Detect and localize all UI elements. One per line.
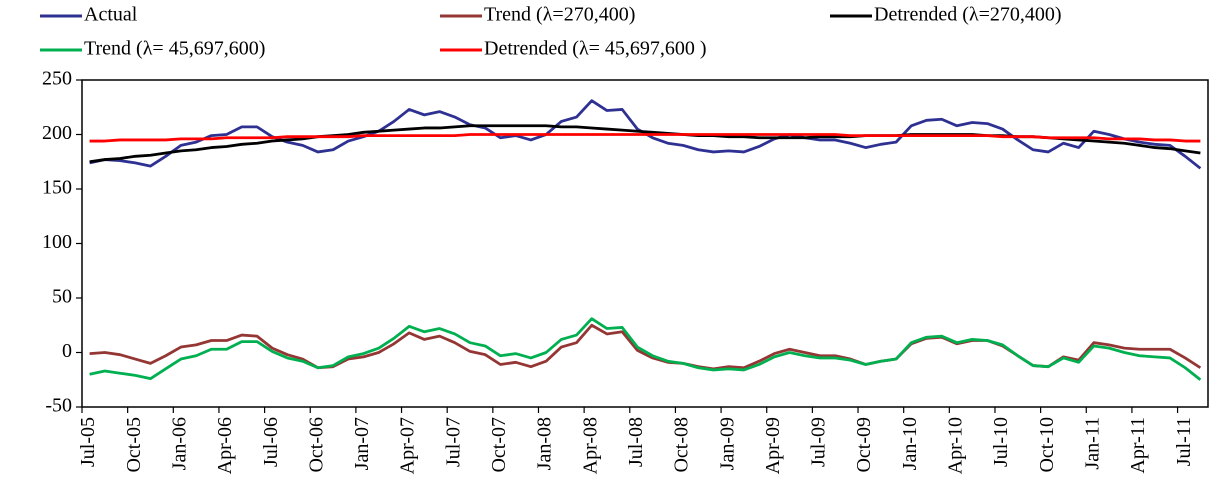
x-tick-label: Apr-09	[762, 417, 784, 474]
legend-label: Trend (λ=270,400)	[484, 4, 635, 26]
y-tick-label: 150	[42, 177, 72, 199]
x-tick-label: Jan-07	[351, 417, 373, 470]
x-tick-label: Oct-10	[1036, 417, 1058, 473]
x-tick-label: Oct-05	[123, 417, 145, 473]
x-tick-label: Jul-07	[442, 417, 464, 467]
legend-label: Detrended (λ=270,400)	[874, 4, 1062, 26]
y-tick-label: 200	[42, 122, 72, 144]
series-line	[89, 317, 1202, 381]
x-tick-label: Jul-09	[808, 417, 830, 467]
series-line	[89, 124, 1201, 164]
x-tick-label: Jan-09	[716, 417, 738, 470]
y-tick-label: 250	[42, 68, 72, 90]
legend-label: Detrended (λ= 45,697,600 )	[484, 38, 707, 60]
y-tick-label: 50	[52, 286, 72, 308]
y-tick-label: -50	[45, 395, 72, 417]
legend-label: Actual	[84, 4, 138, 26]
x-tick-label: Jul-10	[990, 417, 1012, 467]
series-line	[89, 133, 1201, 143]
legend-label: Trend (λ= 45,697,600)	[84, 38, 265, 60]
x-tick-label: Jul-06	[260, 417, 282, 467]
x-tick-label: Jan-10	[899, 417, 921, 470]
x-tick-label: Apr-07	[397, 417, 419, 474]
x-tick-label: Jul-05	[77, 417, 99, 467]
plot-area	[81, 79, 1209, 408]
x-tick-label: Oct-06	[305, 417, 327, 473]
y-tick-label: 100	[42, 231, 72, 253]
x-tick-label: Apr-10	[945, 417, 967, 474]
x-tick-label: Apr-06	[214, 417, 236, 474]
x-tick-label: Jul-11	[1173, 417, 1195, 466]
x-tick-label: Jan-11	[1081, 417, 1103, 470]
x-tick-label: Oct-07	[488, 417, 510, 473]
x-tick-label: Jul-08	[625, 417, 647, 467]
x-tick-label: Oct-09	[853, 417, 875, 473]
x-tick-label: Apr-11	[1127, 417, 1149, 474]
x-tick-label: Apr-08	[579, 417, 601, 474]
y-tick-label: 0	[62, 340, 72, 362]
series-line	[89, 323, 1202, 371]
x-tick-label: Oct-08	[671, 417, 693, 473]
x-tick-label: Jan-06	[168, 417, 190, 470]
x-tick-label: Jan-08	[534, 417, 556, 470]
